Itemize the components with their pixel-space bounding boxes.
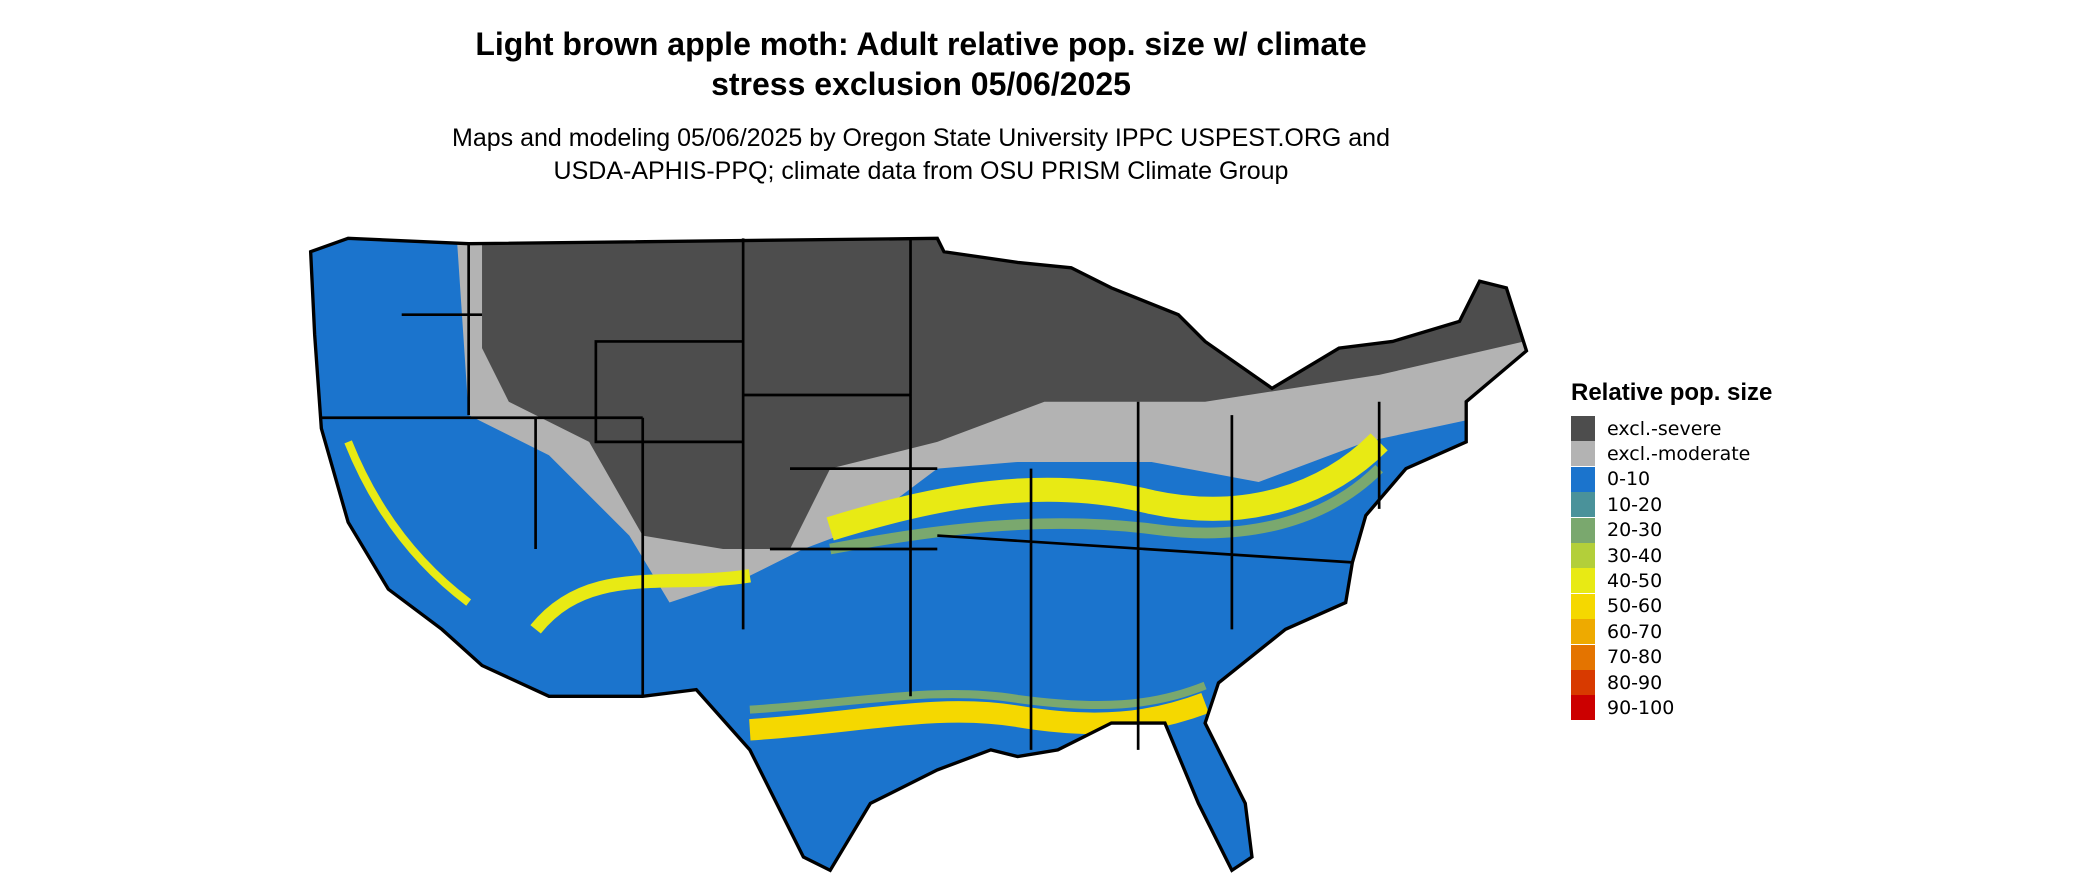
map-body bbox=[308, 236, 1529, 873]
legend-item: 0-10 bbox=[1571, 466, 1651, 492]
region bbox=[344, 440, 472, 606]
legend-item: 70-80 bbox=[1571, 644, 1663, 670]
legend-swatch bbox=[1571, 517, 1595, 543]
legend-label: excl.-moderate bbox=[1607, 442, 1751, 465]
legend-item: 10-20 bbox=[1571, 492, 1663, 518]
legend-label: 90-100 bbox=[1607, 696, 1675, 719]
title-line: stress exclusion 05/06/2025 bbox=[711, 66, 1131, 102]
legend-item: 80-90 bbox=[1571, 670, 1662, 695]
legend-title: Relative pop. size bbox=[1571, 379, 1773, 406]
legend-label: 0-10 bbox=[1607, 468, 1651, 491]
legend-swatch bbox=[1571, 466, 1595, 492]
legend-label: excl.-severe bbox=[1607, 417, 1722, 440]
legend-item: 90-100 bbox=[1571, 695, 1675, 721]
subtitle-line: USDA-APHIS-PPQ; climate data from OSU PR… bbox=[553, 157, 1289, 185]
legend-swatch bbox=[1571, 593, 1595, 619]
state-border bbox=[321, 238, 1381, 750]
subtitle-line: Maps and modeling 05/06/2025 by Oregon S… bbox=[452, 124, 1390, 152]
legend-label: 40-50 bbox=[1607, 569, 1663, 592]
legend-label: 50-60 bbox=[1607, 595, 1663, 618]
legend-swatch bbox=[1571, 568, 1595, 594]
legend-swatch bbox=[1571, 543, 1595, 568]
legend-item: 30-40 bbox=[1571, 543, 1662, 568]
region bbox=[829, 464, 1383, 555]
legend-label: 80-90 bbox=[1607, 671, 1663, 694]
legend-label: 10-20 bbox=[1607, 493, 1663, 516]
region bbox=[749, 692, 1209, 741]
legend-swatch bbox=[1571, 416, 1595, 441]
region bbox=[826, 433, 1388, 541]
legend-swatch bbox=[1571, 695, 1595, 721]
legend-item: 50-60 bbox=[1571, 593, 1663, 619]
legend-swatch bbox=[1571, 492, 1595, 518]
region bbox=[749, 681, 1207, 714]
legend-swatch bbox=[1571, 619, 1595, 645]
legend-swatch bbox=[1571, 644, 1595, 670]
title-line: Light brown apple moth: Adult relative p… bbox=[475, 26, 1367, 62]
map-fill bbox=[310, 238, 1527, 871]
legend-label: 30-40 bbox=[1607, 544, 1663, 567]
legend-swatch bbox=[1571, 670, 1595, 695]
legend-label: 70-80 bbox=[1607, 646, 1663, 669]
legend-item: 60-70 bbox=[1571, 619, 1663, 645]
legend-item: excl.-severe bbox=[1571, 416, 1722, 441]
legend-swatch bbox=[1571, 441, 1595, 467]
legend-item: excl.-moderate bbox=[1571, 441, 1751, 467]
legend-label: 60-70 bbox=[1607, 620, 1663, 643]
region bbox=[530, 569, 751, 634]
legend-item: 20-30 bbox=[1571, 517, 1663, 543]
legend-item: 40-50 bbox=[1571, 568, 1663, 594]
legend-label: 20-30 bbox=[1607, 519, 1663, 542]
